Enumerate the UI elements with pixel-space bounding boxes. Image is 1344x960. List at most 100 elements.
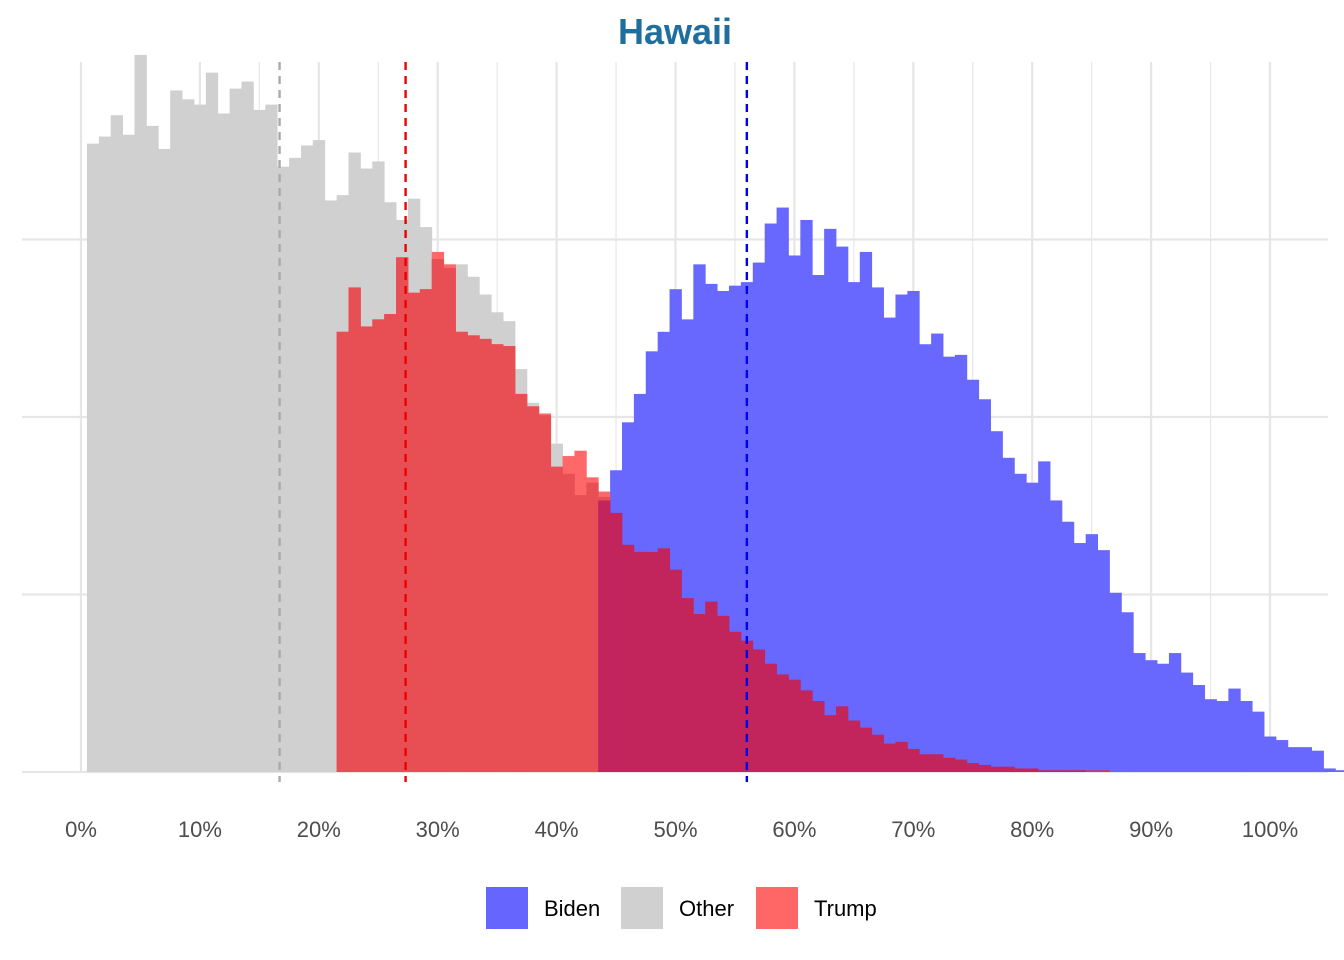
bar-overlap-trump-other [372,319,385,772]
bar-overlap-trump-other [526,406,540,772]
bar-biden [1061,521,1075,772]
bar-overlap-trump-other [491,344,504,772]
legend-swatch-biden [486,887,528,929]
bar-overlap-trump-other [586,482,599,772]
bar-biden [1026,482,1039,772]
legend-swatch-trump [756,887,798,929]
bar-other [265,104,278,773]
bar-other [98,136,112,773]
bar-biden [1311,750,1324,772]
bar-overlap-trump-other [514,393,528,772]
bar-biden [1014,473,1027,772]
bar-overlap-trump-biden [752,649,766,772]
bar-other [86,143,100,772]
bar-overlap-trump-other [550,466,563,772]
bar-overlap-trump-biden [776,674,789,772]
bar-biden [1192,685,1206,772]
bar-overlap-trump-biden [1026,768,1039,772]
bar-biden [943,356,956,772]
legend-label-other: Other [679,896,734,921]
legend-label-trump: Trump [814,896,877,921]
bar-biden [990,431,1003,772]
bar-overlap-trump-other [431,259,445,772]
bar-overlap-trump-biden [859,727,873,772]
bar-overlap-trump-biden [645,551,659,772]
bar-biden [883,317,896,772]
bar-biden [1073,543,1087,772]
bar-other [229,88,242,772]
bar-overlap-trump-biden [919,754,932,772]
bar-biden [1264,736,1277,772]
bar-overlap-trump-other [598,496,611,501]
legend-swatch-other [621,887,663,929]
bar-biden [847,282,861,772]
bar-biden [907,290,920,772]
bar-overlap-trump-other [455,331,468,772]
bar-other [182,99,195,772]
bar-overlap-trump-biden [824,715,837,772]
bar-overlap-trump-biden [764,663,777,772]
bar-overlap-trump-biden [788,679,801,772]
bar-other [253,109,266,773]
bar-biden [919,344,932,772]
bar-overlap-trump-other [348,287,361,772]
bar-other [324,200,338,772]
bar-biden [1216,701,1229,772]
bar-other [146,125,159,772]
bar-overlap-trump-biden [895,741,908,772]
bar-overlap-trump-other [336,331,349,772]
bar-overlap-trump-biden [717,615,730,772]
bar-biden [1085,534,1098,772]
bar-overlap-trump-biden [693,614,706,772]
bar-overlap-trump-biden [729,631,742,772]
bar-biden [1145,660,1158,772]
bar-other [312,140,326,773]
x-tick-label: 40% [535,817,579,842]
bar-biden [1157,663,1170,772]
bar-overlap-trump-other [360,326,373,772]
bar-overlap-trump-biden [871,734,884,772]
bar-biden [1228,688,1241,772]
chart-title: Hawaii [618,11,732,52]
bar-biden [1097,550,1110,772]
bar-overlap-trump-biden [1038,770,1051,772]
bar-biden [1168,653,1182,772]
bar-other [122,134,135,772]
x-axis-ticks: 0% 10% 20% 30% 40% 50% 60% 70% 80% 90% 100% [65,817,1298,842]
bar-overlap-trump-biden [657,548,670,772]
bar-overlap-other-biden [1085,770,1098,772]
bar-other [110,115,124,772]
bar-overlap-trump-other [562,473,575,772]
bar-biden [776,207,789,773]
bar-overlap-trump-other [538,415,552,772]
bar-biden [1121,612,1134,772]
bar-overlap-trump-biden [966,763,980,772]
bar-overlap-trump-biden [705,601,718,772]
bar-biden [954,354,968,772]
bar-biden [1323,768,1336,772]
bar-biden [1204,699,1217,772]
bar-biden [1335,770,1344,772]
bar-biden [1038,461,1051,772]
x-tick-label: 60% [772,817,816,842]
bar-overlap-trump-biden [669,569,682,772]
bar-biden [1050,500,1063,772]
bar-overlap-trump-other [574,495,587,772]
bar-overlap-trump-biden [800,690,813,772]
x-tick-label: 50% [653,817,697,842]
bar-other [241,81,254,772]
bar-other [300,145,314,773]
x-tick-label: 10% [178,817,222,842]
bar-biden [895,294,908,772]
x-tick-label: 0% [65,817,97,842]
bar-other [170,90,183,772]
overlap-regions [336,257,1110,772]
bar-overlap-trump-biden [907,748,920,772]
bar-biden [1275,740,1289,772]
bar-biden [1109,592,1122,772]
bar-other [217,113,231,773]
bar-overlap-trump-biden [621,544,635,772]
x-tick-label: 30% [416,817,460,842]
mean-lines [278,62,749,782]
bar-overlap-trump-other [443,267,456,772]
